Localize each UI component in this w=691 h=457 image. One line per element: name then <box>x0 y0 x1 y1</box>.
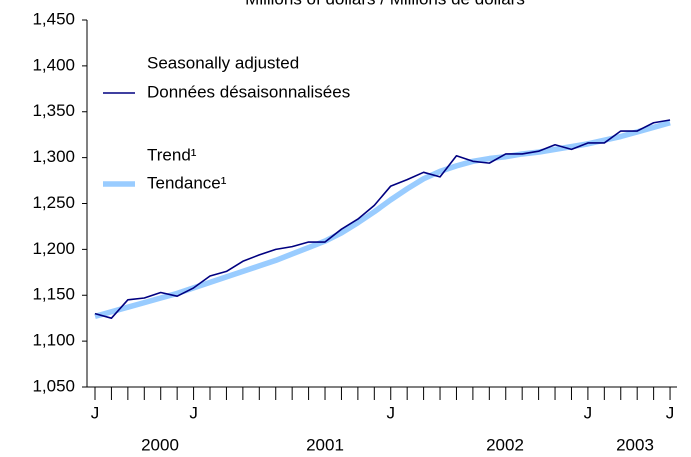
y-tick-label: 1,300 <box>32 147 75 166</box>
x-group-label: 2002 <box>486 435 524 454</box>
x-tick-label: J <box>386 403 395 422</box>
x-tick-label: J <box>189 403 198 422</box>
x-tick-label: J <box>584 403 593 422</box>
y-tick-label: 1,100 <box>32 331 75 350</box>
y-tick-label: 1,200 <box>32 239 75 258</box>
x-group-label: 2000 <box>141 435 179 454</box>
legend-label: Données désaisonnalisées <box>147 82 350 101</box>
y-tick-label: 1,450 <box>32 9 75 28</box>
legend-label: Seasonally adjusted <box>147 53 299 72</box>
x-group-label: 2001 <box>306 435 344 454</box>
x-tick-label: J <box>91 403 100 422</box>
legend-label: Trend¹ <box>147 145 197 164</box>
y-tick-label: 1,400 <box>32 55 75 74</box>
y-tick-label: 1,250 <box>32 193 75 212</box>
y-tick-label: 1,050 <box>32 376 75 395</box>
y-tick-label: 1,150 <box>32 285 75 304</box>
x-group-label: 2003 <box>616 435 654 454</box>
chart-title: Millions of dollars / Millions de dollar… <box>245 0 525 8</box>
x-tick-label: J <box>666 403 675 422</box>
legend-label: Tendance¹ <box>147 173 227 192</box>
y-tick-label: 1,350 <box>32 101 75 120</box>
series-line <box>94 119 671 319</box>
